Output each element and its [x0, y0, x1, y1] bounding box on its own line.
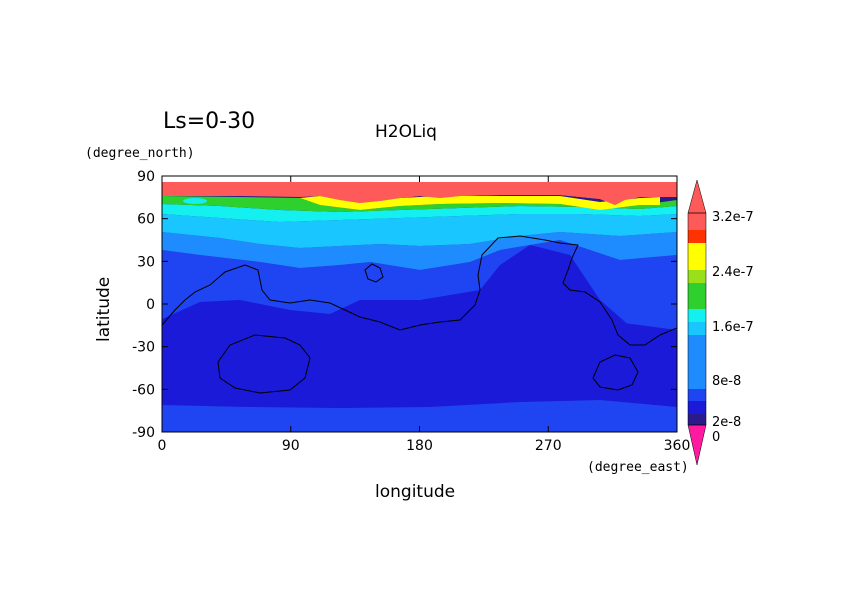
x-axis-label: longitude: [375, 482, 455, 502]
band-over: [162, 182, 677, 205]
contour-line: [364, 263, 384, 283]
colorbar-frame: [687, 212, 707, 426]
y-tick-label: 30: [137, 254, 155, 270]
y-tick-label: 60: [137, 212, 155, 228]
y-tick-label: -60: [132, 382, 155, 398]
x-tick-label: 90: [282, 438, 300, 454]
colorbar-label: 2.4e-7: [712, 265, 754, 280]
band-1.6e-7: [162, 204, 677, 222]
chart-subtitle: Ls=0-30: [163, 109, 255, 134]
colorbar-under-triangle: [687, 424, 707, 466]
x-tick-label: 0: [158, 438, 167, 454]
band-dark-core: [162, 245, 677, 345]
y-unit-label: (degree_north): [85, 146, 195, 161]
colorbar-label: 1.6e-7: [712, 320, 754, 335]
band-blob: [183, 198, 207, 204]
x-tick-label: 270: [535, 438, 562, 454]
y-axis-label: latitude: [94, 277, 114, 342]
plot-field: [162, 176, 677, 432]
colorbar-segment: [688, 364, 706, 377]
colorbar-segment: [688, 309, 706, 322]
colorbar-segment: [688, 270, 706, 283]
colorbar-segment: [688, 335, 706, 350]
colorbar-label: 8e-8: [712, 374, 741, 389]
colorbar-segment: [688, 296, 706, 309]
colorbar-label: 0: [712, 430, 720, 445]
x-unit-label: (degree_east): [587, 460, 689, 475]
x-tick-label: 180: [406, 438, 433, 454]
colorbar-segment: [688, 389, 706, 401]
colorbar: 3.2e-7 2.4e-7 1.6e-7 8e-8 2e-80: [687, 179, 754, 466]
contour-line: [162, 235, 677, 346]
colorbar-segment: [688, 254, 706, 270]
colorbar-segment: [688, 230, 706, 243]
colorbar-segment: [688, 350, 706, 364]
band-8e-8: [162, 232, 677, 270]
colorbar-segment: [688, 213, 706, 230]
contour-line: [217, 334, 311, 394]
topography-contours: [162, 235, 677, 394]
colorbar-segment: [688, 401, 706, 414]
band-2.0e-7: [162, 196, 677, 212]
y-axis: 90 60 30 0 -30 -60 -90: [132, 169, 677, 441]
band-1.2e-7: [162, 214, 677, 248]
colorbar-segment: [688, 243, 706, 254]
colorbar-segment: [688, 283, 706, 296]
colorbar-over-triangle: [687, 179, 707, 214]
x-tick-label: 360: [664, 438, 691, 454]
colorbar-label: 2e-8: [712, 415, 741, 430]
y-tick-label: -30: [132, 340, 155, 356]
chart-title: H2OLiq: [375, 122, 437, 142]
x-axis: 0 90 180 270 360: [158, 176, 691, 454]
y-tick-label: 0: [146, 297, 155, 313]
colorbar-segment: [688, 414, 706, 425]
contour-line: [592, 354, 639, 391]
y-tick-label: 90: [137, 169, 155, 185]
band-south-4e-8: [162, 400, 677, 432]
colorbar-segment: [688, 377, 706, 389]
y-tick-label: -90: [132, 425, 155, 441]
colorbar-segment: [688, 322, 706, 335]
colorbar-label: 3.2e-7: [712, 210, 754, 225]
